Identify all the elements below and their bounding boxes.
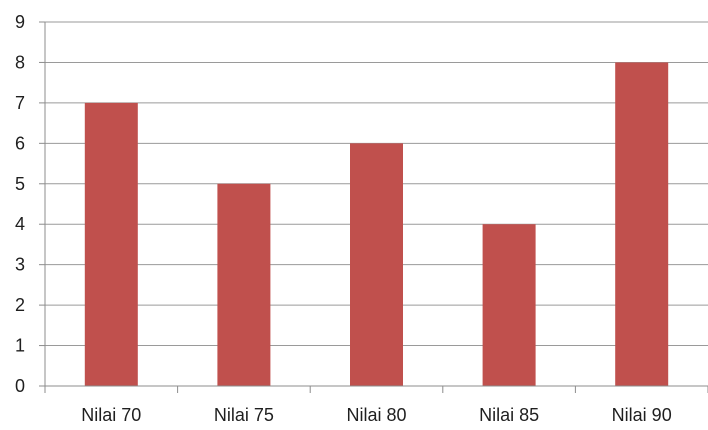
y-tick-label: 1 (15, 336, 25, 356)
x-category-label: Nilai 80 (346, 405, 406, 425)
axes (39, 21, 708, 393)
bar-nilai-75 (217, 183, 271, 386)
y-tick-label: 6 (15, 133, 25, 153)
x-category-label: Nilai 85 (479, 405, 539, 425)
y-tick-label: 8 (15, 52, 25, 72)
bars (84, 62, 669, 386)
y-tick-label: 9 (15, 12, 25, 32)
y-tick-labels: 0 1 2 3 4 5 6 7 8 9 (15, 12, 25, 396)
y-tick-label: 2 (15, 295, 25, 315)
bar-nilai-90 (615, 62, 669, 386)
bar-nilai-70 (84, 102, 138, 386)
x-category-label: Nilai 90 (612, 405, 672, 425)
y-tick-label: 4 (15, 214, 25, 234)
y-tick-label: 7 (15, 93, 25, 113)
y-tick-label: 5 (15, 174, 25, 194)
y-tick-label: 0 (15, 376, 25, 396)
y-tick-label: 3 (15, 255, 25, 275)
bar-nilai-80 (350, 143, 403, 386)
bar-nilai-85 (482, 224, 536, 386)
x-category-label: Nilai 70 (81, 405, 141, 425)
x-category-label: Nilai 75 (214, 405, 274, 425)
x-category-labels: Nilai 70 Nilai 75 Nilai 80 Nilai 85 Nilai 90 (81, 405, 671, 425)
